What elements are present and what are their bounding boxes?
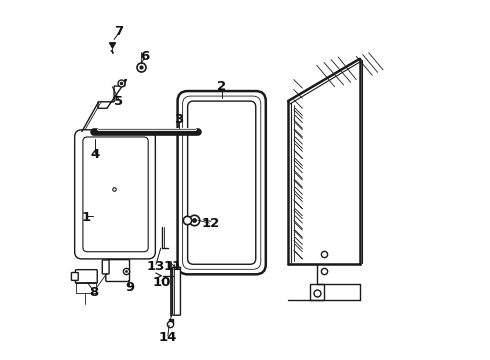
Text: 1: 1 bbox=[82, 211, 91, 224]
Text: 14: 14 bbox=[159, 331, 177, 344]
FancyBboxPatch shape bbox=[72, 273, 78, 280]
Text: 12: 12 bbox=[202, 216, 220, 230]
Text: 5: 5 bbox=[114, 95, 123, 108]
Text: 11: 11 bbox=[164, 260, 182, 273]
Text: 4: 4 bbox=[91, 148, 100, 161]
Text: 2: 2 bbox=[217, 80, 226, 93]
FancyBboxPatch shape bbox=[102, 260, 109, 274]
Polygon shape bbox=[310, 284, 324, 300]
Text: 8: 8 bbox=[89, 287, 98, 300]
Text: 6: 6 bbox=[140, 50, 149, 63]
Text: 3: 3 bbox=[174, 113, 183, 126]
Text: 10: 10 bbox=[152, 276, 171, 289]
Text: 13: 13 bbox=[147, 260, 165, 273]
Text: 9: 9 bbox=[125, 281, 134, 294]
FancyBboxPatch shape bbox=[172, 267, 180, 315]
Polygon shape bbox=[98, 80, 126, 108]
FancyBboxPatch shape bbox=[106, 260, 129, 282]
FancyBboxPatch shape bbox=[75, 270, 97, 283]
Text: 7: 7 bbox=[114, 25, 123, 38]
